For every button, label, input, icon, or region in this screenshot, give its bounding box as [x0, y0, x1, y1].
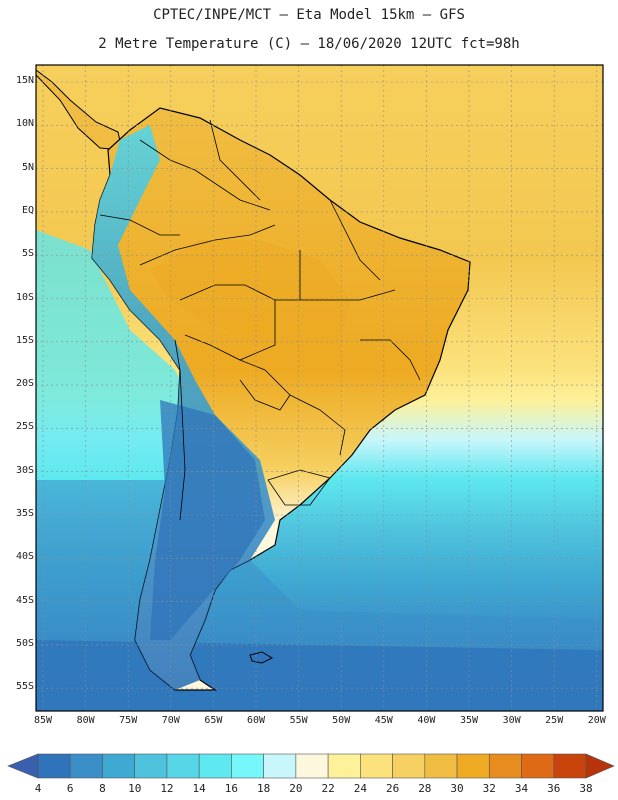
falkland-islands: [249, 651, 274, 664]
map-frame: [35, 64, 604, 712]
colorbar-label: 36: [547, 782, 561, 795]
colorbar-label: 28: [418, 782, 432, 795]
colorbar-swatch: [102, 753, 136, 779]
lon-label: 55W: [289, 715, 308, 726]
colorbar-swatch: [392, 753, 426, 779]
colorbar-label: 38: [579, 782, 593, 795]
title-variable: 2 Metre Temperature (C) – 18/06/2020 12U…: [98, 36, 520, 52]
colorbar-swatch: [231, 753, 264, 779]
lat-label: 15S: [15, 334, 34, 346]
colorbar-label: 20: [289, 782, 303, 795]
patagonia-cold-zone: [150, 400, 265, 640]
colorbar: [7, 753, 615, 779]
colorbar-label: 34: [514, 782, 529, 795]
colorbar-swatch: [424, 753, 458, 779]
colorbar-swatch: [488, 753, 522, 779]
lon-label: 60W: [246, 715, 266, 726]
lat-label: 10S: [15, 291, 34, 303]
lat-label: EQ: [21, 204, 34, 216]
lat-label: 15N: [15, 75, 34, 86]
colorbar-label: 18: [257, 782, 271, 795]
lat-label: 55S: [15, 681, 34, 693]
colorbar-label: 4: [34, 782, 42, 795]
colorbar-swatch: [37, 753, 71, 779]
lat-label: 20S: [15, 378, 34, 390]
lon-label: 40W: [417, 715, 436, 726]
lon-label: 85W: [33, 715, 53, 726]
lat-label: 5N: [21, 161, 34, 173]
colorbar-swatch: [166, 753, 200, 779]
colorbar-swatch: [295, 753, 329, 779]
lat-label: 25S: [15, 421, 34, 433]
lon-label: 75W: [119, 715, 138, 726]
colorbar-swatch: [327, 753, 361, 779]
colorbar-swatch: [198, 753, 232, 779]
title-model: CPTEC/INPE/MCT – Eta Model 15km – GFS: [153, 7, 465, 23]
lat-label: 35S: [15, 508, 34, 519]
lon-label: 45W: [374, 715, 393, 726]
lon-label: 50W: [332, 715, 351, 726]
colorbar-label: 12: [160, 782, 174, 795]
colorbar-swatch: [263, 753, 297, 779]
lon-label: 80W: [76, 715, 95, 726]
lat-label: 30S: [15, 464, 34, 476]
colorbar-label: 24: [353, 782, 367, 795]
colorbar-swatch: [134, 753, 168, 779]
colorbar-swatch: [521, 753, 555, 779]
lon-label: 25W: [545, 715, 564, 726]
colorbar-swatch: [69, 753, 103, 779]
colorbar-max-arrow: [585, 753, 615, 779]
lat-label: 40S: [15, 551, 34, 563]
far-south-zone: [36, 640, 603, 711]
lon-label: 65W: [204, 715, 223, 726]
colorbar-label: 6: [66, 782, 74, 795]
lat-label: 50S: [15, 637, 34, 649]
colorbar-min-arrow: [7, 753, 39, 779]
country-borders: [99, 119, 421, 521]
central-america-land: [36, 69, 123, 151]
colorbar-label: 32: [482, 782, 496, 795]
lon-label: 20W: [587, 715, 606, 726]
lon-label: 70W: [161, 715, 180, 726]
lat-label: 10N: [15, 118, 34, 130]
colorbar-label: 8: [99, 782, 106, 795]
colorbar-label: 22: [321, 782, 335, 795]
colorbar-label: 16: [224, 782, 239, 795]
colorbar-swatch: [456, 753, 490, 779]
lon-label: 35W: [459, 715, 479, 726]
colorbar-label: 26: [385, 782, 400, 795]
colorbar-swatch: [360, 753, 393, 779]
colorbar-label: 14: [192, 782, 206, 795]
lon-label: 30W: [502, 715, 521, 726]
lat-label: 45S: [15, 594, 34, 606]
colorbar-label: 30: [450, 782, 464, 795]
colorbar-label: 10: [128, 782, 142, 795]
colorbar-swatch: [553, 753, 587, 779]
lat-label: 5S: [21, 248, 34, 260]
